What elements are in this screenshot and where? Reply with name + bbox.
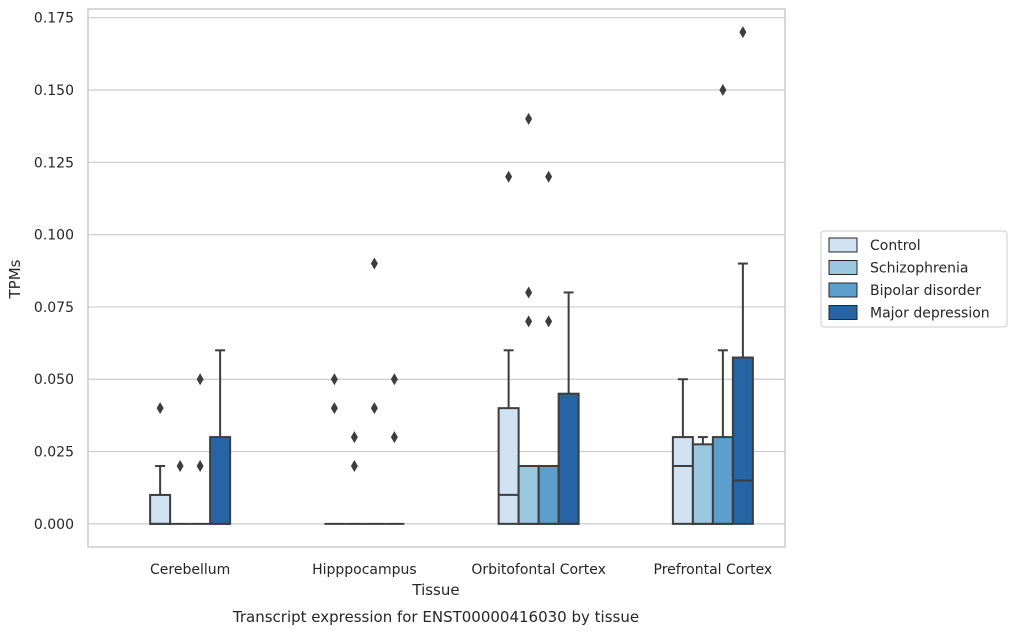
legend-label: Major depression: [870, 306, 990, 322]
box: [497, 170, 520, 525]
outlier-point: [525, 286, 533, 299]
y-tick-label: 0.150: [34, 83, 74, 99]
box: [324, 373, 345, 525]
box: [691, 436, 714, 525]
box-rect: [517, 465, 540, 525]
x-tick-label: Orbitofontal Cortex: [471, 562, 606, 578]
box: [170, 460, 191, 525]
outlier-point: [505, 170, 513, 183]
box-rect: [731, 356, 754, 525]
outlier-point: [739, 26, 747, 39]
legend-label: Bipolar disorder: [870, 283, 981, 299]
box: [149, 402, 172, 525]
outlier-point: [330, 402, 338, 415]
legend-label: Control: [870, 238, 921, 254]
box: [384, 373, 405, 525]
box-rect: [149, 493, 172, 525]
legend: Control Schizophrenia Bipolar disorder Majo…: [820, 230, 1008, 328]
box: [209, 349, 232, 525]
outlier-point: [719, 83, 727, 96]
box-rect: [691, 443, 714, 525]
outlier-point: [390, 431, 398, 444]
y-tick-label: 0.125: [34, 155, 74, 171]
outlier-point: [330, 373, 338, 386]
box: [711, 83, 734, 525]
legend-swatch: [828, 282, 858, 298]
box-rect: [537, 465, 560, 525]
box-rect: [557, 392, 580, 525]
outlier-point: [350, 460, 358, 473]
x-tick-label: Hipppocampus: [312, 562, 417, 578]
outlier-point: [545, 315, 553, 328]
box: [537, 170, 560, 525]
box: [364, 257, 385, 525]
box: [731, 26, 754, 525]
outlier-point: [156, 402, 164, 415]
outlier-point: [390, 373, 398, 386]
legend-frame: [820, 230, 1008, 328]
y-tick-label: 0.175: [34, 11, 74, 27]
x-axis-label: Tissue: [411, 581, 459, 599]
box-rect: [671, 436, 694, 525]
legend-swatch: [828, 237, 858, 253]
box-rect: [711, 436, 734, 525]
plot-frame: [87, 8, 786, 548]
box: [344, 431, 365, 525]
legend-swatch: [828, 305, 858, 320]
y-tick-label: 0.000: [34, 517, 74, 533]
outlier-point: [370, 257, 378, 270]
box-series: [149, 26, 754, 525]
outlier-point: [545, 170, 553, 183]
legend-swatch: [828, 260, 858, 275]
chart-caption: Transcript expression for ENST0000041603…: [232, 608, 639, 626]
y-tick-label: 0.075: [34, 300, 74, 316]
x-tick-label: Cerebellum: [150, 562, 230, 578]
y-tick-label: 0.100: [34, 228, 74, 244]
outlier-point: [525, 315, 533, 328]
outlier-point: [196, 373, 204, 386]
y-axis-label: TPMs: [6, 259, 24, 299]
box-rect: [497, 407, 520, 525]
x-tick-label: Prefrontal Cortex: [654, 562, 773, 578]
y-tick-label: 0.025: [34, 445, 74, 461]
y-tick-label: 0.050: [34, 372, 74, 388]
outlier-point: [525, 112, 533, 125]
box: [190, 373, 211, 525]
outlier-point: [176, 460, 184, 473]
box-rect: [209, 436, 232, 525]
outlier-point: [350, 431, 358, 444]
box: [557, 291, 580, 525]
outlier-point: [370, 402, 378, 415]
outlier-point: [196, 460, 204, 473]
plot-area: [88, 9, 785, 547]
x-tick-labels: Cerebellum Hipppocampus Orbitofontal Corte…: [150, 562, 772, 578]
y-tick-labels: 0.000 0.025 0.050 0.075 0.100 0.125 0.150 0.175: [34, 11, 74, 533]
legend-label: Schizophrenia: [870, 261, 968, 277]
